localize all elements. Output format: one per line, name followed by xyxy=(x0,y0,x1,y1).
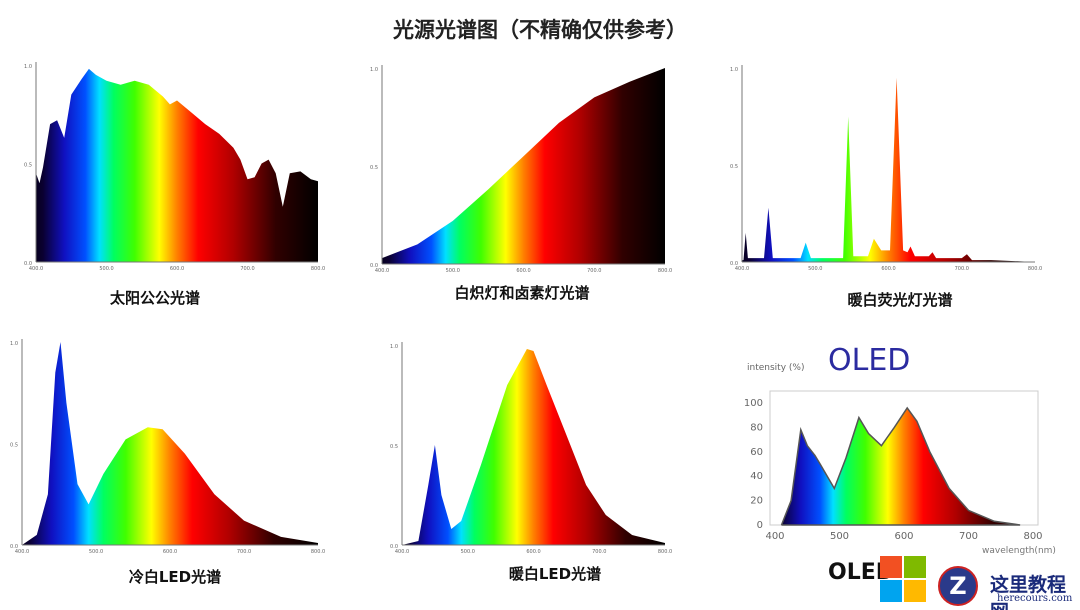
y-tick-label: 40 xyxy=(750,471,763,482)
x-tick-label: 800.0 xyxy=(1028,266,1042,272)
x-tick-label: 700 xyxy=(959,531,978,542)
x-tick-label: 700.0 xyxy=(587,268,601,274)
y-tick-label: 1.0 xyxy=(10,341,18,347)
x-tick-label: 400.0 xyxy=(15,549,29,555)
spectrum-area xyxy=(382,68,665,264)
caption-cold-led: 冷白LED光谱 xyxy=(128,568,222,586)
x-tick-label: 500.0 xyxy=(446,268,460,274)
y-tick-label: 0 xyxy=(757,520,763,531)
y-tick-label: 0.5 xyxy=(24,163,32,169)
x-tick-label: 400.0 xyxy=(375,268,389,274)
x-tick-label: 500 xyxy=(830,531,849,542)
x-tick-label: 600.0 xyxy=(881,266,895,272)
chart-4: 0.0 0.5 1.0 400.0 500.0 600.0 700.0 800.0 xyxy=(10,339,325,555)
oled-title: OLED xyxy=(828,343,911,378)
caption-warm-fluorescent: 暖白荧光灯光谱 xyxy=(847,291,953,309)
x-tick-label: 600.0 xyxy=(526,549,540,555)
site-logo-icon: Z xyxy=(938,566,978,606)
y-tick-label: 0.0 xyxy=(10,544,18,550)
caption-warm-led: 暖白LED光谱 xyxy=(508,565,602,583)
spectrum-area xyxy=(36,68,318,263)
chart-3: 0.0 0.5 1.0 400.0 500.0 600.0 700.0 800.0 xyxy=(730,65,1042,272)
caption-sun: 太阳公公光谱 xyxy=(109,289,201,307)
watermark-site-name: 这里教程网 xyxy=(990,574,1067,610)
y-tick-label: 1.0 xyxy=(370,67,378,73)
x-tick-label: 800.0 xyxy=(311,549,325,555)
y-tick-label: 0.5 xyxy=(370,165,378,171)
x-tick-label: 400.0 xyxy=(29,266,43,272)
spectrum-area xyxy=(402,349,665,545)
x-tick-label: 500.0 xyxy=(808,266,822,272)
y-tick-label: 100 xyxy=(744,398,763,409)
y-tick-label: 0.0 xyxy=(370,263,378,269)
caption-incandescent: 白炽灯和卤素灯光谱 xyxy=(454,284,590,302)
chart-2: 0.0 0.5 1.0 400.0 500.0 600.0 700.0 800.0 xyxy=(370,65,672,274)
x-tick-label: 400.0 xyxy=(395,549,409,555)
chart-5: 0.0 0.5 1.0 400.0 500.0 600.0 700.0 800.0 xyxy=(390,342,672,555)
x-tick-label: 500.0 xyxy=(89,549,103,555)
y-tick-label: 20 xyxy=(750,496,763,507)
oled-x-label: wavelength(nm) xyxy=(982,546,1056,556)
oled-y-label: intensity (%) xyxy=(747,363,805,373)
y-tick-label: 1.0 xyxy=(24,64,32,70)
x-tick-label: 600.0 xyxy=(170,266,184,272)
y-tick-label: 1.0 xyxy=(730,67,738,73)
spectrum-area xyxy=(742,77,1035,262)
x-tick-label: 700.0 xyxy=(592,549,606,555)
x-tick-label: 400 xyxy=(765,531,784,542)
spectrum-area xyxy=(780,406,1021,526)
x-tick-label: 600.0 xyxy=(163,549,177,555)
x-tick-label: 700.0 xyxy=(240,266,254,272)
y-tick-label: 1.0 xyxy=(390,344,398,350)
y-tick-label: 0.5 xyxy=(730,164,738,170)
x-tick-label: 600 xyxy=(894,531,913,542)
y-tick-label: 80 xyxy=(750,422,763,433)
watermark-site-url: herecours.com xyxy=(997,593,1073,604)
chart-6: 0 20 40 60 80 100 400 500 600 700 800 xyxy=(744,390,1043,542)
x-tick-label: 600.0 xyxy=(516,268,530,274)
x-tick-label: 800.0 xyxy=(658,268,672,274)
x-tick-label: 800 xyxy=(1023,531,1042,542)
x-tick-label: 500.0 xyxy=(99,266,113,272)
x-tick-label: 700.0 xyxy=(237,549,251,555)
x-tick-label: 800.0 xyxy=(311,266,325,272)
figure-title: 光源光谱图（不精确仅供参考） xyxy=(393,18,687,42)
y-tick-label: 0.0 xyxy=(390,544,398,550)
x-tick-label: 500.0 xyxy=(461,549,475,555)
y-tick-label: 0.5 xyxy=(390,444,398,450)
spectrum-area xyxy=(22,342,318,545)
windows-logo-icon xyxy=(880,556,928,606)
y-tick-label: 60 xyxy=(750,447,763,458)
y-tick-label: 0.0 xyxy=(730,261,738,267)
chart-1: 0.0 0.5 1.0 400.0 500.0 600.0 700.0 800.0 xyxy=(24,62,325,272)
y-tick-label: 0.0 xyxy=(24,261,32,267)
x-tick-label: 400.0 xyxy=(735,266,749,272)
x-tick-label: 800.0 xyxy=(658,549,672,555)
y-tick-label: 0.5 xyxy=(10,443,18,449)
x-tick-label: 700.0 xyxy=(955,266,969,272)
